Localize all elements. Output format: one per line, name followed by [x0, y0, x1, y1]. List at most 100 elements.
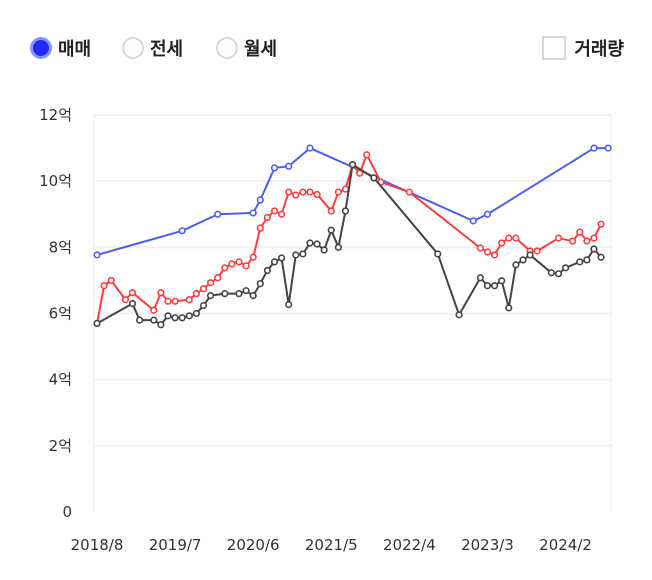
data-point-blue	[214, 210, 222, 218]
data-point-blue	[306, 144, 314, 152]
data-point-black	[164, 312, 172, 320]
data-point-black	[185, 312, 193, 320]
data-point-red	[554, 234, 563, 242]
x-tick-label: 2022/4	[383, 536, 436, 554]
checkbox-icon	[542, 36, 567, 60]
data-point-red	[221, 264, 229, 272]
data-point-black	[597, 253, 605, 261]
data-point-blue	[285, 162, 293, 170]
data-point-black	[348, 161, 357, 169]
data-point-red	[277, 210, 286, 218]
data-point-black	[327, 226, 335, 234]
data-point-blue	[590, 144, 598, 152]
data-point-red	[576, 228, 584, 236]
radio-monthly-rent[interactable]: 월세	[216, 35, 277, 61]
chart-controls: 매매 전세 월세 거래량	[30, 30, 624, 70]
y-tick-label: 4억	[49, 371, 72, 389]
series-line-blue	[96, 147, 609, 256]
data-point-black	[547, 269, 555, 277]
data-point-red	[533, 247, 541, 255]
data-point-blue	[604, 144, 612, 152]
series-black	[93, 161, 605, 329]
data-point-red	[583, 237, 591, 245]
data-point-black	[590, 245, 598, 253]
data-point-black	[306, 239, 314, 247]
data-point-black	[490, 282, 499, 290]
data-point-black	[292, 251, 300, 259]
data-point-blue	[178, 227, 186, 235]
data-point-black	[313, 240, 321, 248]
radio-jeonse[interactable]: 전세	[122, 35, 183, 61]
checkbox-label: 거래량	[574, 39, 624, 60]
data-point-black	[157, 321, 165, 329]
data-point-red	[505, 234, 513, 242]
series-red	[93, 151, 605, 328]
data-point-red	[249, 253, 257, 261]
data-point-black	[455, 311, 463, 319]
data-point-red	[214, 274, 222, 282]
data-point-black	[483, 282, 492, 290]
data-point-black	[270, 258, 279, 266]
data-point-black	[583, 256, 591, 264]
data-point-red	[306, 188, 314, 196]
data-point-red	[107, 276, 115, 285]
radio-empty-icon	[122, 37, 144, 59]
data-point-red	[270, 207, 279, 215]
data-point-red	[256, 224, 264, 232]
data-point-red	[228, 260, 236, 268]
data-point-red	[341, 185, 350, 193]
data-point-blue	[469, 217, 477, 225]
radio-sale[interactable]: 매매	[30, 35, 91, 61]
data-point-black	[221, 290, 229, 298]
data-point-blue	[483, 210, 492, 218]
data-point-red	[356, 169, 364, 177]
data-point-black	[512, 261, 520, 269]
data-point-red	[242, 262, 250, 270]
radio-label: 매매	[58, 39, 92, 60]
data-point-red	[512, 234, 520, 242]
radio-label: 전세	[150, 39, 184, 60]
series-line-red	[96, 153, 602, 324]
data-point-blue	[93, 251, 101, 259]
data-point-red	[128, 289, 137, 297]
data-point-black	[249, 292, 257, 300]
data-point-red	[363, 151, 371, 159]
data-point-red	[569, 237, 577, 245]
data-point-red	[299, 188, 307, 196]
data-point-red	[121, 296, 129, 304]
data-point-red	[263, 213, 271, 222]
data-point-black	[554, 270, 563, 278]
data-point-red	[185, 296, 193, 304]
data-point-black	[171, 314, 179, 322]
data-point-red	[327, 207, 335, 215]
volume-checkbox[interactable]: 거래량	[542, 35, 624, 61]
data-point-black	[192, 309, 200, 318]
data-point-black	[277, 254, 286, 262]
x-tick-label: 2024/2	[539, 536, 592, 554]
data-point-red	[498, 239, 506, 247]
data-point-blue	[270, 164, 279, 172]
y-tick-label: 10억	[39, 172, 72, 190]
data-point-black	[235, 290, 243, 298]
data-point-red	[597, 220, 605, 228]
data-point-black	[505, 304, 513, 312]
data-point-red	[192, 290, 200, 298]
data-point-black	[370, 174, 378, 182]
data-point-black	[128, 299, 137, 308]
data-point-red	[171, 297, 179, 305]
data-point-red	[405, 188, 413, 196]
data-point-black	[199, 301, 208, 310]
data-point-red	[334, 188, 342, 196]
data-point-black	[334, 243, 342, 251]
data-point-black	[526, 251, 534, 259]
data-point-red	[313, 190, 321, 198]
data-point-black	[320, 246, 328, 254]
data-point-black	[519, 256, 527, 264]
data-point-red	[476, 244, 484, 252]
data-point-black	[299, 250, 307, 258]
data-point-red	[285, 188, 293, 196]
data-point-red	[292, 191, 300, 199]
x-tick-label: 2021/5	[305, 536, 358, 554]
data-point-black	[263, 266, 271, 275]
